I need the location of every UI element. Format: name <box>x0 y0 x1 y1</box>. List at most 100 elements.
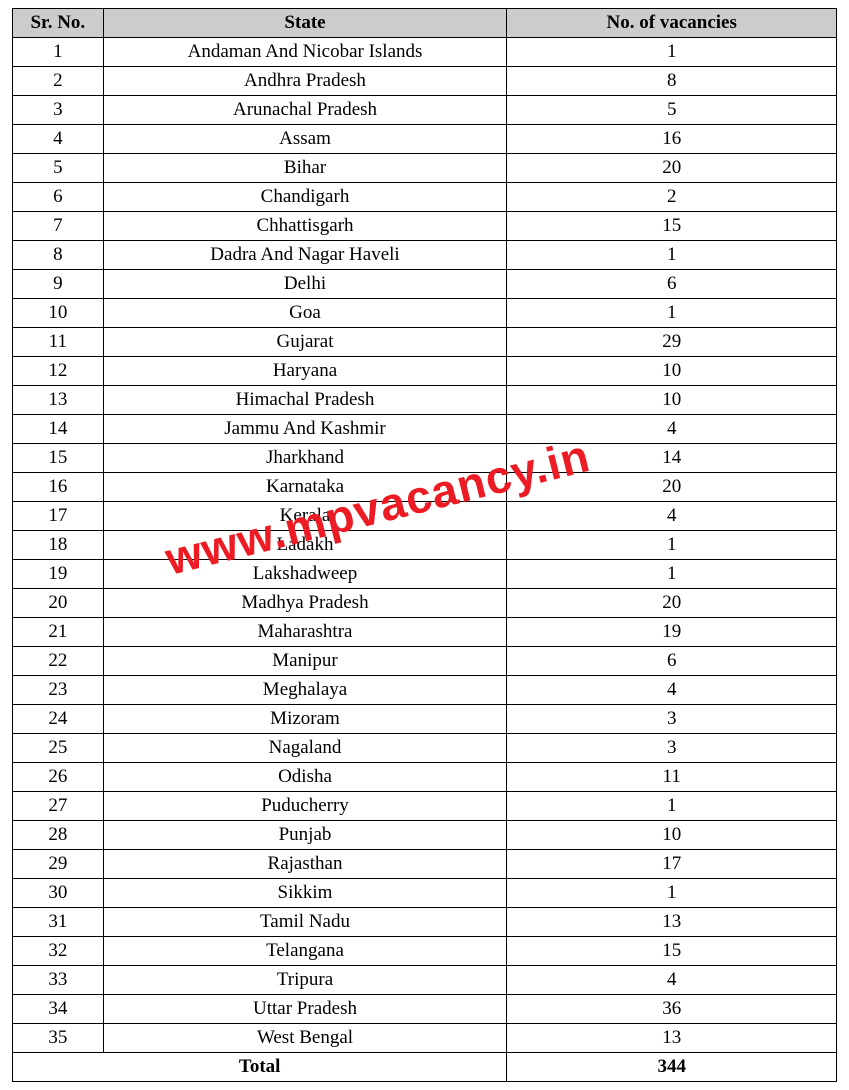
cell-state: Karnataka <box>103 473 507 502</box>
cell-state: West Bengal <box>103 1024 507 1053</box>
cell-state: Arunachal Pradesh <box>103 96 507 125</box>
vacancy-table: Sr. No. State No. of vacancies 1Andaman … <box>12 8 837 1082</box>
cell-vacancies: 3 <box>507 705 837 734</box>
cell-srno: 22 <box>13 647 104 676</box>
cell-srno: 7 <box>13 212 104 241</box>
cell-vacancies: 19 <box>507 618 837 647</box>
table-row: 16Karnataka20 <box>13 473 837 502</box>
cell-srno: 4 <box>13 125 104 154</box>
cell-state: Odisha <box>103 763 507 792</box>
cell-vacancies: 11 <box>507 763 837 792</box>
cell-vacancies: 4 <box>507 966 837 995</box>
cell-vacancies: 17 <box>507 850 837 879</box>
table-row: 29Rajasthan17 <box>13 850 837 879</box>
cell-vacancies: 5 <box>507 96 837 125</box>
cell-vacancies: 1 <box>507 241 837 270</box>
cell-state: Lakshadweep <box>103 560 507 589</box>
cell-srno: 24 <box>13 705 104 734</box>
table-row: 31Tamil Nadu13 <box>13 908 837 937</box>
table-row: 15Jharkhand14 <box>13 444 837 473</box>
cell-srno: 29 <box>13 850 104 879</box>
cell-srno: 5 <box>13 154 104 183</box>
cell-state: Telangana <box>103 937 507 966</box>
cell-vacancies: 4 <box>507 415 837 444</box>
cell-state: Meghalaya <box>103 676 507 705</box>
cell-srno: 28 <box>13 821 104 850</box>
cell-vacancies: 16 <box>507 125 837 154</box>
table-row: 23Meghalaya4 <box>13 676 837 705</box>
cell-vacancies: 3 <box>507 734 837 763</box>
table-row: 18Ladakh1 <box>13 531 837 560</box>
table-row: 24Mizoram3 <box>13 705 837 734</box>
table-row: 11Gujarat29 <box>13 328 837 357</box>
cell-state: Sikkim <box>103 879 507 908</box>
table-row: 35West Bengal13 <box>13 1024 837 1053</box>
table-total-row: Total344 <box>13 1053 837 1082</box>
cell-srno: 31 <box>13 908 104 937</box>
cell-state: Himachal Pradesh <box>103 386 507 415</box>
cell-vacancies: 20 <box>507 154 837 183</box>
table-row: 34Uttar Pradesh36 <box>13 995 837 1024</box>
table-row: 5Bihar20 <box>13 154 837 183</box>
header-srno: Sr. No. <box>13 9 104 38</box>
cell-state: Jharkhand <box>103 444 507 473</box>
cell-srno: 10 <box>13 299 104 328</box>
cell-srno: 20 <box>13 589 104 618</box>
cell-srno: 26 <box>13 763 104 792</box>
cell-vacancies: 6 <box>507 647 837 676</box>
cell-vacancies: 20 <box>507 473 837 502</box>
table-row: 4Assam16 <box>13 125 837 154</box>
cell-state: Puducherry <box>103 792 507 821</box>
cell-vacancies: 4 <box>507 676 837 705</box>
total-label: Total <box>13 1053 507 1082</box>
table-row: 6Chandigarh2 <box>13 183 837 212</box>
table-row: 33Tripura4 <box>13 966 837 995</box>
cell-state: Nagaland <box>103 734 507 763</box>
cell-srno: 16 <box>13 473 104 502</box>
cell-vacancies: 15 <box>507 212 837 241</box>
cell-vacancies: 13 <box>507 1024 837 1053</box>
table-row: 8Dadra And Nagar Haveli1 <box>13 241 837 270</box>
cell-vacancies: 2 <box>507 183 837 212</box>
table-row: 1Andaman And Nicobar Islands1 <box>13 38 837 67</box>
cell-vacancies: 1 <box>507 38 837 67</box>
cell-state: Kerala <box>103 502 507 531</box>
cell-vacancies: 8 <box>507 67 837 96</box>
cell-srno: 11 <box>13 328 104 357</box>
cell-vacancies: 1 <box>507 560 837 589</box>
cell-srno: 3 <box>13 96 104 125</box>
cell-vacancies: 1 <box>507 792 837 821</box>
cell-state: Mizoram <box>103 705 507 734</box>
table-row: 27Puducherry1 <box>13 792 837 821</box>
cell-vacancies: 1 <box>507 531 837 560</box>
cell-vacancies: 13 <box>507 908 837 937</box>
cell-vacancies: 36 <box>507 995 837 1024</box>
cell-state: Andaman And Nicobar Islands <box>103 38 507 67</box>
table-row: 20Madhya Pradesh20 <box>13 589 837 618</box>
cell-state: Ladakh <box>103 531 507 560</box>
cell-state: Bihar <box>103 154 507 183</box>
cell-srno: 15 <box>13 444 104 473</box>
header-vacancies: No. of vacancies <box>507 9 837 38</box>
cell-state: Maharashtra <box>103 618 507 647</box>
cell-vacancies: 15 <box>507 937 837 966</box>
table-row: 3Arunachal Pradesh5 <box>13 96 837 125</box>
cell-vacancies: 6 <box>507 270 837 299</box>
cell-srno: 6 <box>13 183 104 212</box>
table-row: 25Nagaland3 <box>13 734 837 763</box>
table-row: 12Haryana10 <box>13 357 837 386</box>
cell-vacancies: 29 <box>507 328 837 357</box>
cell-state: Haryana <box>103 357 507 386</box>
cell-state: Gujarat <box>103 328 507 357</box>
cell-state: Assam <box>103 125 507 154</box>
cell-srno: 30 <box>13 879 104 908</box>
table-row: 26Odisha11 <box>13 763 837 792</box>
cell-vacancies: 10 <box>507 821 837 850</box>
total-value: 344 <box>507 1053 837 1082</box>
cell-srno: 14 <box>13 415 104 444</box>
cell-state: Punjab <box>103 821 507 850</box>
cell-state: Delhi <box>103 270 507 299</box>
cell-srno: 21 <box>13 618 104 647</box>
table-row: 32Telangana15 <box>13 937 837 966</box>
cell-srno: 13 <box>13 386 104 415</box>
